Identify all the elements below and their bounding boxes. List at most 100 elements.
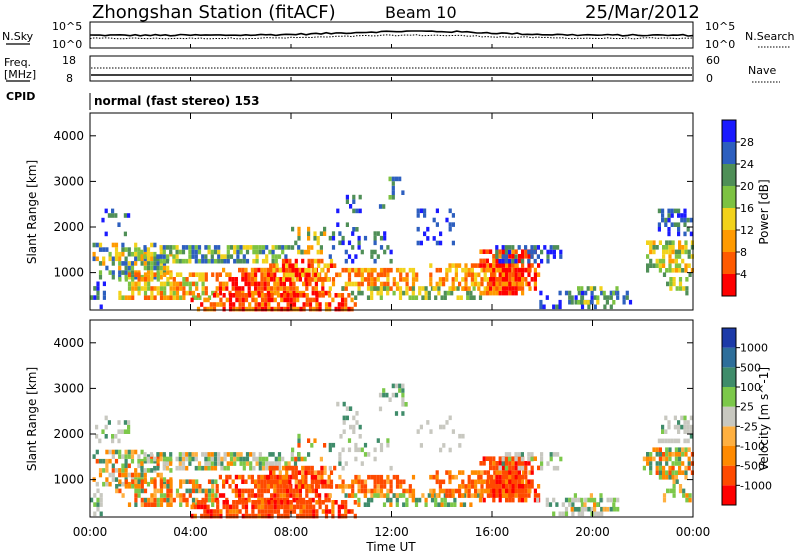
- range-gate-cell: [612, 502, 616, 507]
- range-gate-cell: [432, 286, 436, 291]
- range-gate-cell: [678, 461, 682, 466]
- range-gate-cell: [354, 474, 358, 480]
- range-gate-cell: [373, 286, 377, 291]
- range-gate-cell: [172, 281, 176, 287]
- range-gate-cell: [464, 286, 468, 291]
- range-gate-cell: [352, 424, 356, 430]
- range-gate-cell: [485, 479, 489, 484]
- range-gate-cell: [287, 461, 291, 466]
- range-gate-cell: [568, 295, 572, 300]
- range-gate-cell: [118, 295, 122, 300]
- range-gate-cell: [182, 281, 186, 287]
- x-tick-label: 00:00: [676, 525, 711, 539]
- range-gate-cell: [254, 306, 258, 312]
- colorbar-swatch: [722, 446, 736, 466]
- range-gate-cell: [111, 213, 115, 218]
- range-gate-cell: [501, 277, 505, 282]
- range-gate-cell: [517, 497, 521, 503]
- range-gate-cell: [134, 261, 138, 266]
- range-gate-cell: [552, 245, 556, 250]
- range-gate-cell: [470, 263, 474, 268]
- range-gate-cell: [188, 452, 192, 457]
- range-gate-cell: [204, 465, 208, 471]
- range-gate-cell: [324, 306, 329, 312]
- range-gate-cell: [307, 249, 311, 255]
- range-gate-cell: [219, 302, 223, 307]
- range-gate-cell: [379, 295, 383, 300]
- range-gate-cell: [200, 513, 204, 519]
- range-gate-cell: [241, 493, 245, 498]
- range-gate-cell: [689, 429, 693, 434]
- range-gate-cell: [688, 493, 692, 498]
- range-gate-cell: [495, 263, 499, 268]
- range-gate-cell: [206, 513, 210, 519]
- range-gate-cell: [658, 452, 662, 457]
- range-gate-cell: [482, 497, 486, 503]
- range-gate-cell: [320, 470, 324, 475]
- range-gate-cell: [379, 281, 384, 287]
- range-gate-cell: [401, 411, 405, 416]
- range-gate-cell: [193, 513, 197, 519]
- range-gate-cell: [265, 456, 269, 462]
- range-gate-cell: [285, 268, 289, 273]
- range-gate-cell: [204, 258, 208, 264]
- range-gate-cell: [673, 208, 677, 214]
- range-gate-cell: [514, 272, 518, 277]
- range-gate-cell: [204, 493, 208, 498]
- range-gate-cell: [464, 281, 468, 287]
- range-gate-cell: [220, 456, 224, 462]
- range-gate-cell: [194, 258, 198, 264]
- range-gate-cell: [250, 474, 254, 480]
- range-gate-cell: [504, 254, 508, 259]
- range-gate-cell: [147, 497, 151, 503]
- range-gate-cell: [156, 472, 160, 478]
- range-gate-cell: [355, 227, 359, 232]
- range-gate-cell: [505, 474, 509, 480]
- range-gate-cell: [294, 479, 298, 485]
- range-gate-cell: [603, 304, 607, 310]
- range-gate-cell: [266, 286, 270, 291]
- range-gate-cell: [527, 479, 531, 484]
- range-gate-cell: [678, 447, 682, 452]
- range-gate-cell: [203, 500, 207, 505]
- range-gate-cell: [320, 479, 324, 485]
- range-gate-cell: [498, 258, 502, 264]
- range-gate-cell: [382, 502, 387, 507]
- range-gate-cell: [159, 281, 164, 287]
- range-gate-cell: [291, 277, 295, 282]
- range-gate-cell: [229, 254, 234, 259]
- range-gate-cell: [584, 290, 588, 296]
- range-gate-cell: [99, 502, 103, 507]
- range-gate-cell: [279, 286, 283, 291]
- range-gate-cell: [489, 286, 493, 291]
- range-gate-cell: [233, 258, 237, 264]
- range-gate-cell: [357, 474, 361, 480]
- range-gate-cell: [185, 277, 189, 282]
- range-gate-cell: [277, 456, 282, 462]
- range-gate-cell: [258, 452, 262, 457]
- range-gate-cell: [258, 249, 262, 255]
- range-gate-cell: [568, 497, 572, 503]
- range-gate-cell: [664, 415, 668, 421]
- range-gate-cell: [305, 272, 309, 277]
- range-gate-cell: [340, 513, 345, 519]
- range-gate-cell: [652, 240, 656, 245]
- range-gate-cell: [430, 493, 435, 498]
- range-gate-cell: [355, 208, 359, 214]
- range-gate-cell: [162, 461, 166, 466]
- range-gate-cell: [323, 277, 327, 282]
- range-gate-cell: [671, 470, 675, 475]
- range-gate-cell: [251, 513, 255, 519]
- range-gate-cell: [143, 265, 147, 271]
- range-gate-cell: [347, 509, 351, 514]
- range-gate-cell: [114, 247, 119, 252]
- range-gate-cell: [671, 452, 675, 457]
- range-gate-cell: [674, 475, 678, 480]
- range-gate-cell: [292, 474, 296, 480]
- range-gate-cell: [302, 504, 306, 510]
- range-gate-cell: [273, 474, 277, 480]
- range-gate-cell: [501, 484, 505, 489]
- range-gate-cell: [470, 277, 474, 282]
- range-gate-cell: [301, 272, 305, 278]
